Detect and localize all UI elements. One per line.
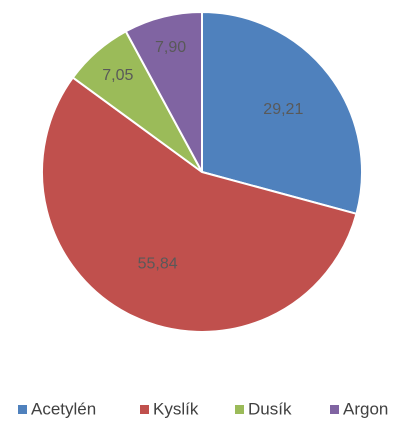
legend-swatch: [18, 405, 27, 414]
legend-label: Acetylén: [31, 399, 96, 418]
value-label: 55,84: [138, 256, 178, 273]
pie-slice: [201, 10, 363, 216]
legend-swatch: [330, 405, 339, 414]
value-label: 7,05: [102, 67, 133, 84]
legend-label: Dusík: [248, 399, 292, 418]
pie-slice: [41, 76, 358, 333]
legend-label: Kyslík: [153, 399, 199, 418]
value-label: 7,90: [155, 39, 186, 56]
value-label: 29,21: [263, 101, 303, 118]
pie-slice: [124, 10, 203, 173]
legend-label: Argon: [343, 399, 388, 418]
legend-swatch: [235, 405, 244, 414]
legend-swatch: [140, 405, 149, 414]
